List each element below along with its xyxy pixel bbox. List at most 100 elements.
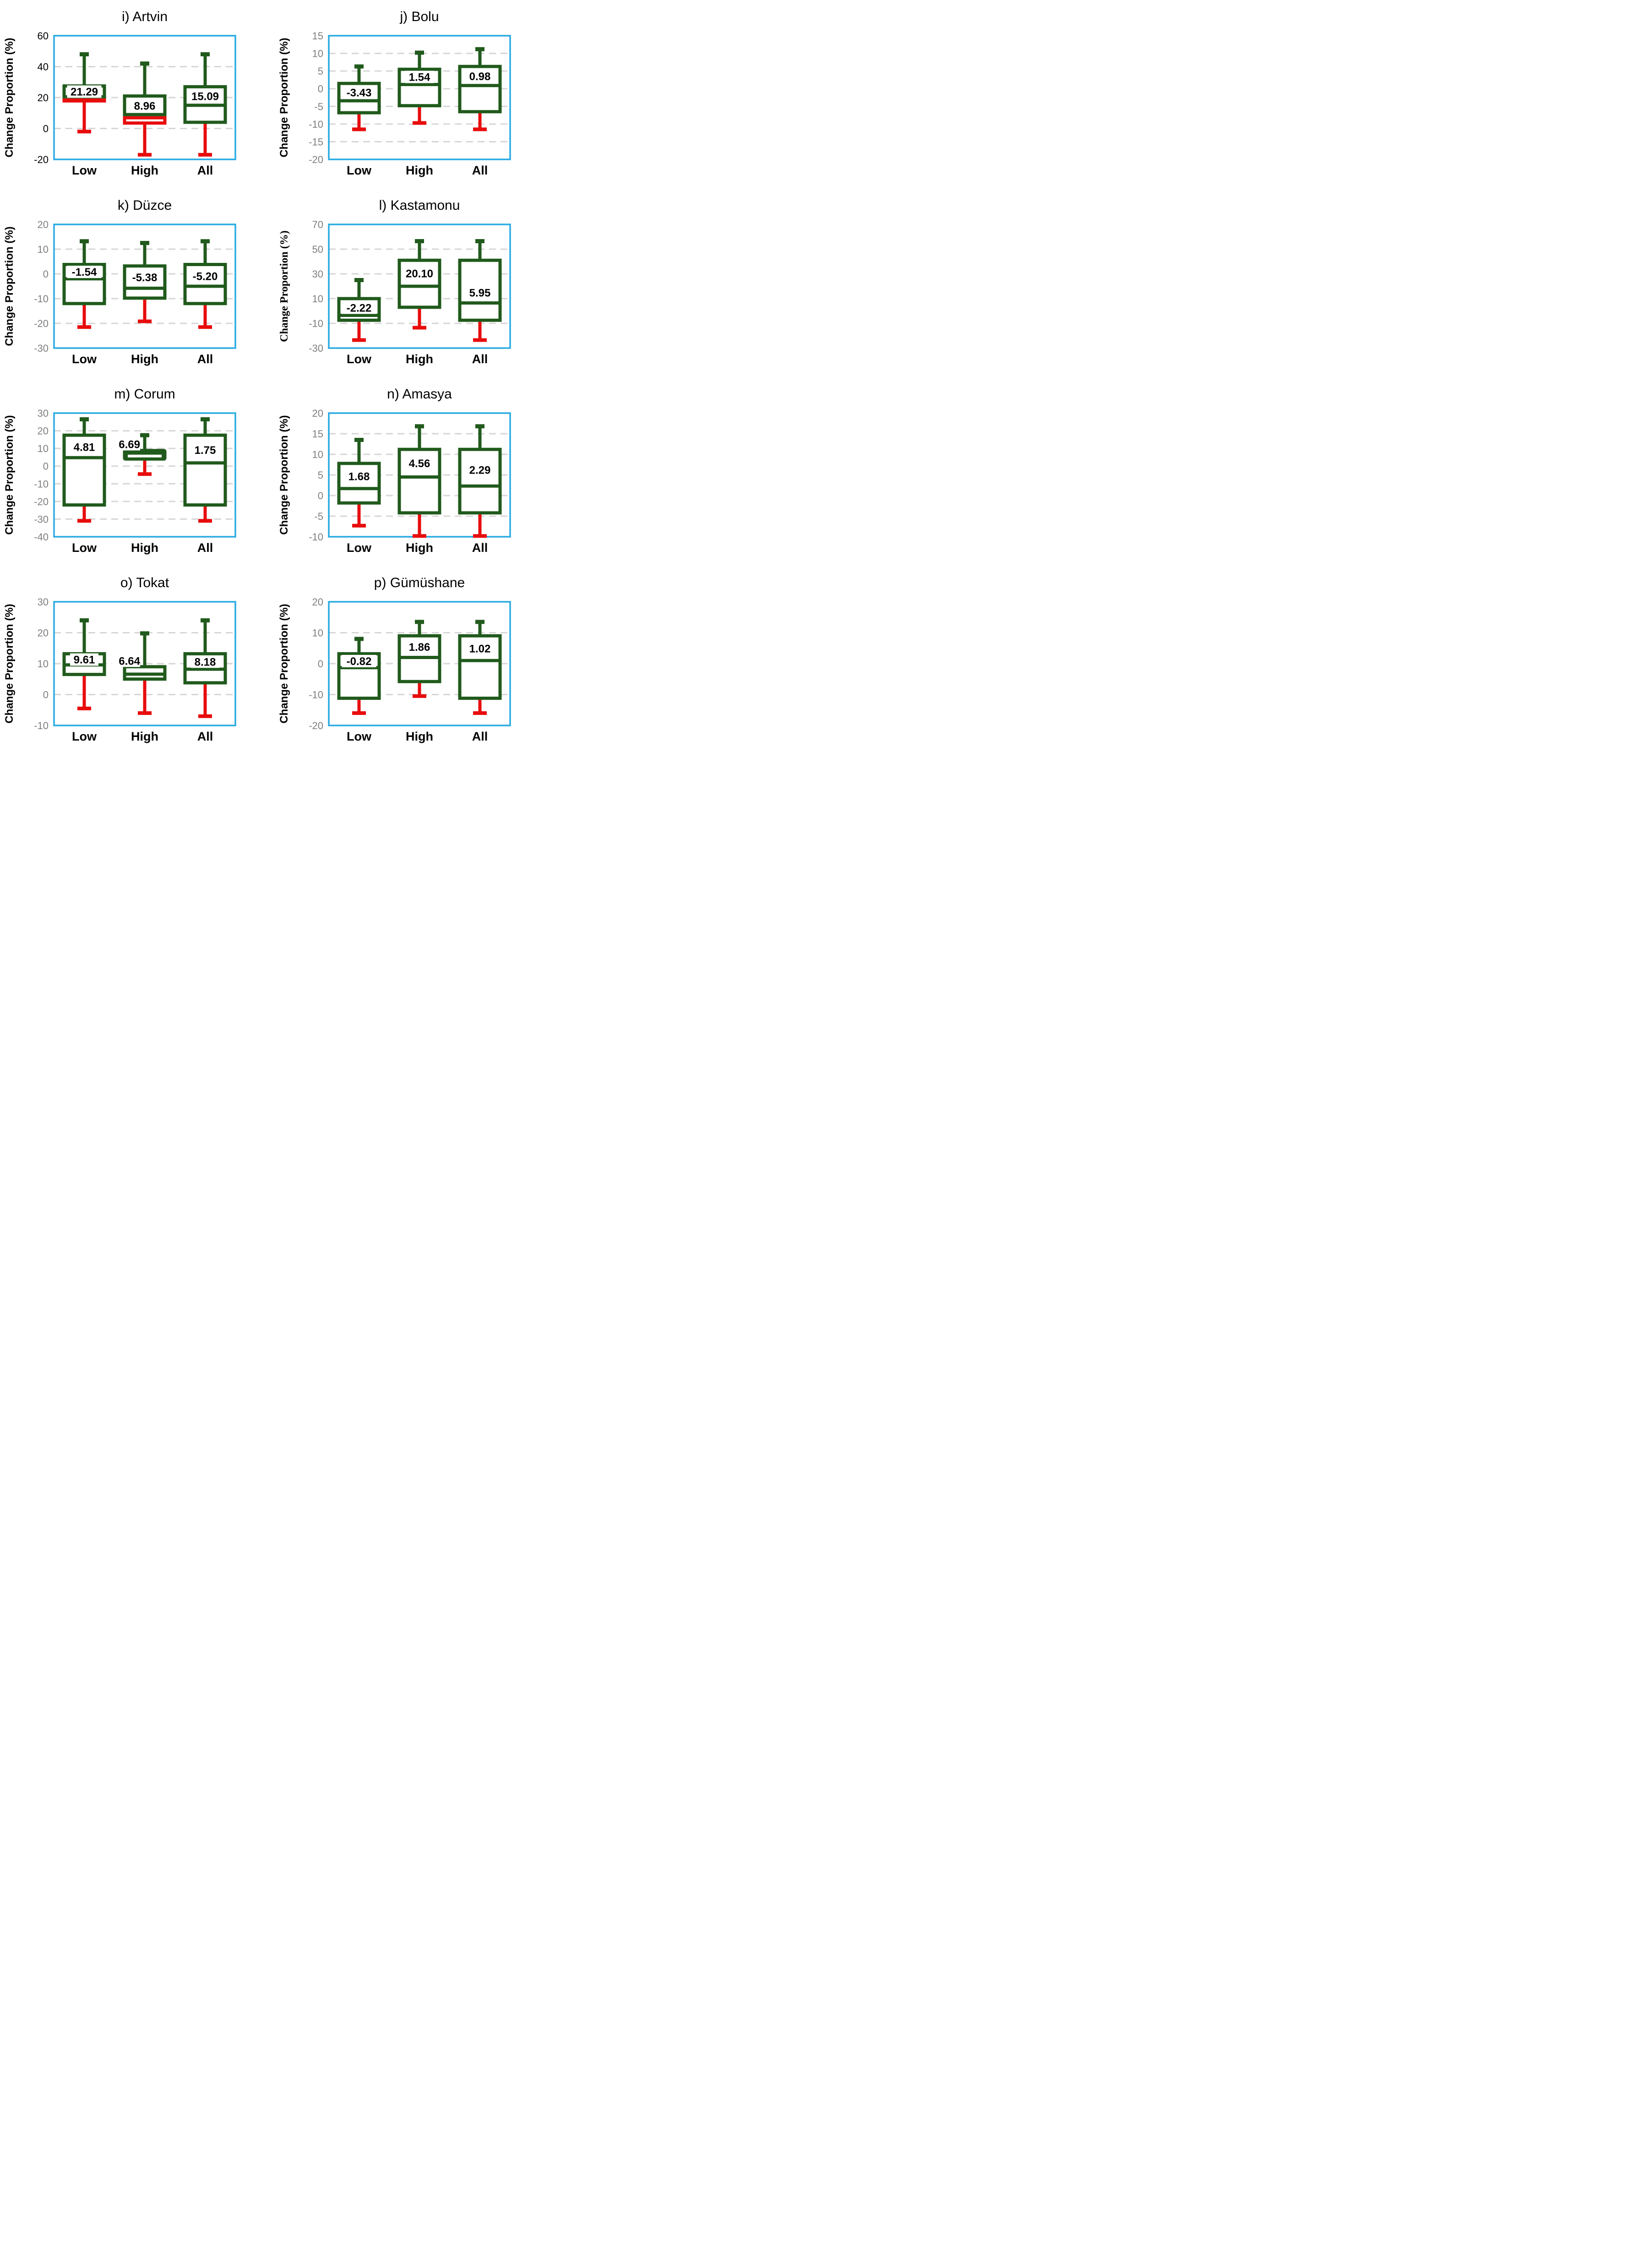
value-label: -2.22	[347, 302, 372, 314]
panel-title: l) Kastamonu	[379, 198, 460, 213]
value-label: -3.43	[347, 87, 372, 99]
value-label-bg	[188, 270, 223, 283]
box-group-high: -5.38	[123, 241, 167, 323]
value-label: 0.98	[469, 71, 491, 83]
y-tick-label: 10	[312, 449, 323, 460]
box-group-high: 1.86	[397, 620, 441, 698]
category-label: All	[197, 352, 213, 366]
value-label: 6.69	[119, 439, 140, 451]
y-tick-label: 30	[38, 596, 49, 608]
y-axis-label: Change Proportion (%)	[3, 226, 16, 346]
boxplot-o: o) Tokat Change Proportion (%) 30 20 10 0 -10 9…	[3, 575, 236, 743]
y-tick-label: -5	[314, 511, 323, 522]
value-label-bg	[112, 438, 140, 451]
value-label-bg	[466, 70, 494, 82]
y-tick-label: 60	[38, 30, 49, 42]
value-label-bg	[191, 443, 219, 456]
value-label: 15.09	[191, 91, 219, 103]
category-label: High	[131, 352, 158, 366]
category-label: High	[406, 730, 433, 743]
value-label-bg	[127, 271, 162, 284]
y-tick-label: 0	[43, 123, 49, 135]
category-label: Low	[72, 352, 97, 366]
panel-title: k) Düzce	[118, 198, 172, 213]
y-tick-label: 15	[312, 30, 323, 42]
value-label-bg	[131, 99, 159, 112]
value-label-bg	[342, 301, 376, 314]
y-tick-label: -20	[34, 318, 49, 329]
y-tick-label: 40	[38, 61, 49, 73]
value-label-bg	[342, 654, 376, 667]
y-tick-label: -10	[34, 293, 49, 305]
y-axis-label: Change Proportion (%)	[3, 415, 16, 534]
category-label: Low	[72, 730, 97, 743]
value-label: 6.64	[119, 655, 140, 667]
category-label: All	[472, 164, 488, 177]
value-label: 8.18	[195, 656, 216, 668]
y-tick-label: -10	[309, 531, 323, 543]
y-tick-label: -10	[34, 720, 49, 731]
category-label: All	[197, 730, 213, 743]
category-label: Low	[347, 352, 372, 366]
y-tick-label: 10	[38, 658, 49, 670]
panel-p: p) Gümüshane Change Proportion (%) 20 10 0 -1…	[275, 566, 550, 755]
panel-k: k) Düzce Change Proportion (%) 20 10 0 -10 -20…	[0, 189, 275, 377]
value-label-bg	[466, 642, 494, 655]
box-group-all: 1.02	[458, 620, 502, 715]
value-label-bg	[405, 71, 434, 83]
y-tick-label: 0	[43, 689, 49, 701]
category-label: High	[406, 352, 433, 366]
boxplot-l: l) Kastamonu Change Proportion (%) 70 50 30 1…	[278, 198, 511, 366]
box-group-all: 15.09	[183, 52, 227, 157]
y-tick-label: -30	[34, 513, 49, 525]
plot-border	[328, 601, 511, 726]
plot-border	[328, 224, 511, 349]
boxplot-k: k) Düzce Change Proportion (%) 20 10 0 -10 -20…	[3, 198, 236, 366]
category-label: Low	[347, 541, 372, 555]
panel-title: m) Corum	[114, 387, 175, 402]
box-group-low: -0.82	[337, 637, 381, 715]
value-label-bg	[70, 653, 98, 666]
box-group-low: -2.22	[337, 278, 381, 342]
category-label: High	[406, 541, 433, 555]
category-label: All	[197, 541, 213, 555]
box-group-all: 8.18	[183, 618, 227, 718]
y-tick-label: 0	[318, 83, 323, 95]
y-tick-label: -30	[309, 343, 323, 354]
plot-border	[53, 224, 236, 349]
value-label-bg	[70, 441, 98, 453]
y-axis-label: Change Proportion (%)	[278, 230, 290, 342]
box	[337, 462, 381, 505]
y-tick-label: 20	[312, 408, 323, 419]
plot-border	[53, 35, 236, 160]
y-tick-label: -10	[34, 478, 49, 490]
value-label: -5.38	[132, 272, 158, 284]
box	[458, 447, 502, 515]
box-group-low: 21.29	[62, 52, 106, 134]
category-label: High	[406, 164, 433, 177]
value-label: 1.02	[469, 643, 491, 655]
value-label-bg	[342, 86, 376, 99]
y-tick-label: 0	[318, 658, 323, 670]
boxplot-n: n) Amasya Change Proportion (%) 20 15 10 5 0 -5…	[278, 387, 511, 555]
box-group-low: 9.61	[62, 618, 106, 710]
panel-l: l) Kastamonu Change Proportion (%) 70 50 30 1…	[275, 189, 550, 377]
y-tick-label: -20	[34, 496, 49, 507]
value-label-bg	[67, 85, 102, 98]
category-label: Low	[72, 164, 97, 177]
value-label: 1.86	[409, 641, 430, 654]
y-axis-label: Change Proportion (%)	[278, 604, 290, 723]
panel-title: n) Amasya	[387, 387, 452, 402]
y-tick-label: -10	[309, 689, 323, 701]
box-group-all: -5.20	[183, 239, 227, 329]
value-label: 8.96	[134, 100, 156, 113]
box-group-high: 8.96	[123, 61, 167, 157]
value-label: -0.82	[347, 655, 372, 668]
value-label-bg	[191, 655, 219, 668]
y-tick-label: 5	[318, 65, 323, 77]
box-group-all: 2.29	[458, 424, 502, 538]
value-label: 1.54	[409, 71, 430, 83]
box-group-all: 0.98	[458, 47, 502, 131]
y-tick-label: 50	[312, 244, 323, 255]
value-label: 20.10	[406, 268, 433, 280]
